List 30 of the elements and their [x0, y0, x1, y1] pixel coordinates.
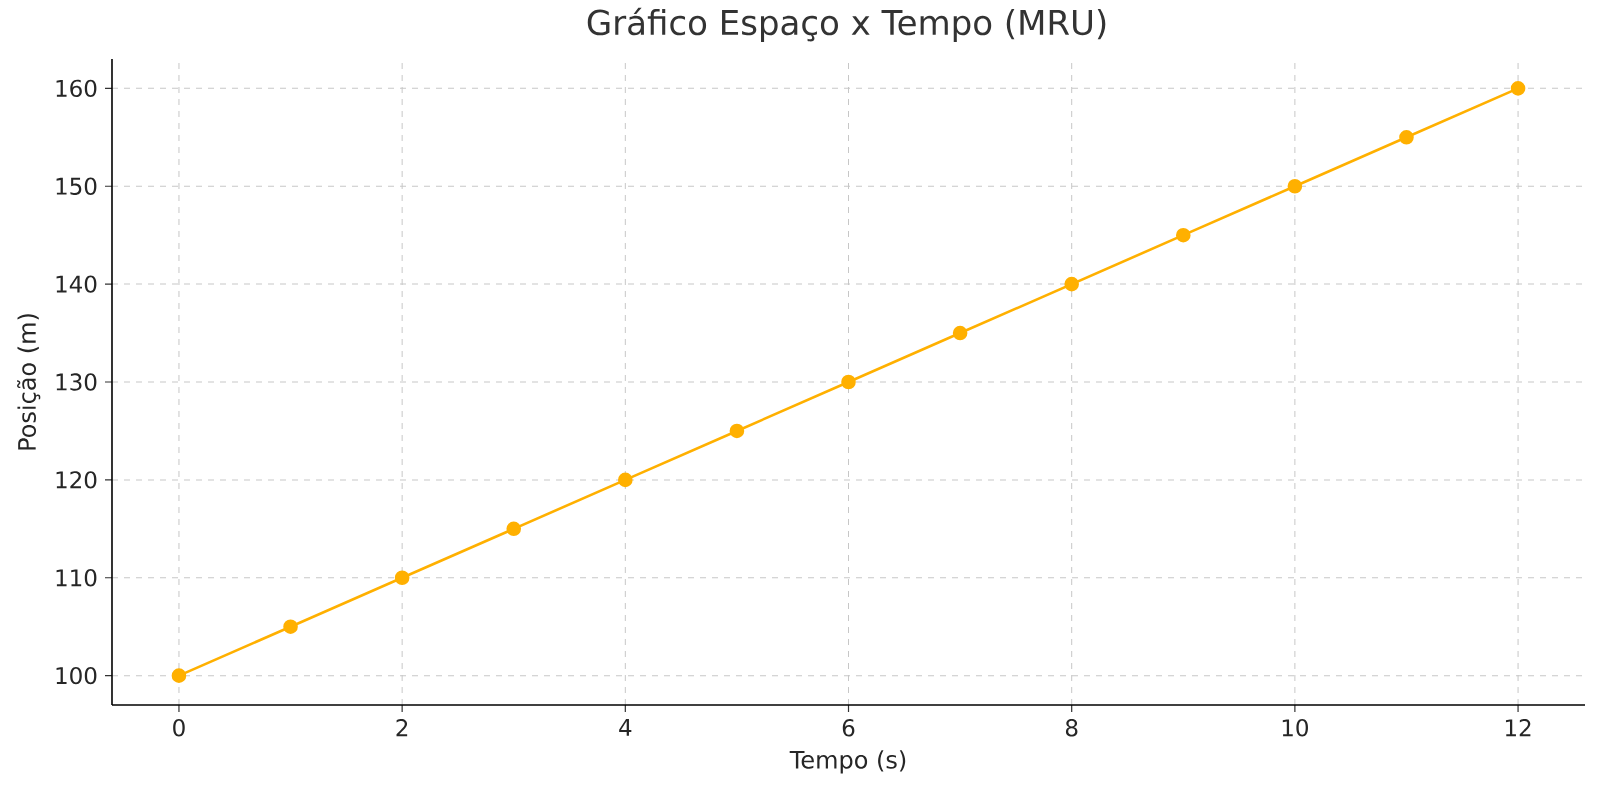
x-tick-label: 8	[1065, 719, 1078, 737]
point	[729, 423, 745, 439]
point	[394, 570, 410, 586]
y-tick-label: 140	[56, 275, 97, 293]
point	[618, 472, 633, 488]
x-tick-label: 4	[619, 719, 632, 736]
point	[952, 325, 968, 341]
point	[1175, 227, 1191, 243]
y-tick-label: 120	[56, 471, 97, 489]
point	[1064, 276, 1079, 292]
x-tick-label: 12	[1505, 719, 1531, 737]
y-tick-label: 130	[56, 373, 97, 391]
y-tick-label: 110	[56, 569, 97, 587]
point	[1510, 81, 1526, 96]
x-tick-label: 0	[173, 719, 185, 737]
point	[1399, 130, 1414, 145]
point	[171, 668, 187, 683]
y-tick-label: 160	[56, 79, 97, 98]
y-axis-title: Posição (m)	[17, 314, 41, 450]
y-tick-label: 100	[56, 666, 97, 685]
chart-title: Gráfico Espaço x Tempo (MRU)	[587, 7, 1106, 42]
point	[506, 521, 522, 537]
point	[283, 619, 298, 634]
x-axis-title: Tempo (s)	[789, 750, 906, 774]
x-tick-label: 6	[842, 719, 855, 737]
point	[1287, 178, 1303, 194]
y-tick-label: 150	[56, 177, 97, 195]
point	[841, 374, 856, 390]
x-tick-label: 2	[396, 719, 408, 737]
x-tick-label: 10	[1282, 719, 1308, 737]
